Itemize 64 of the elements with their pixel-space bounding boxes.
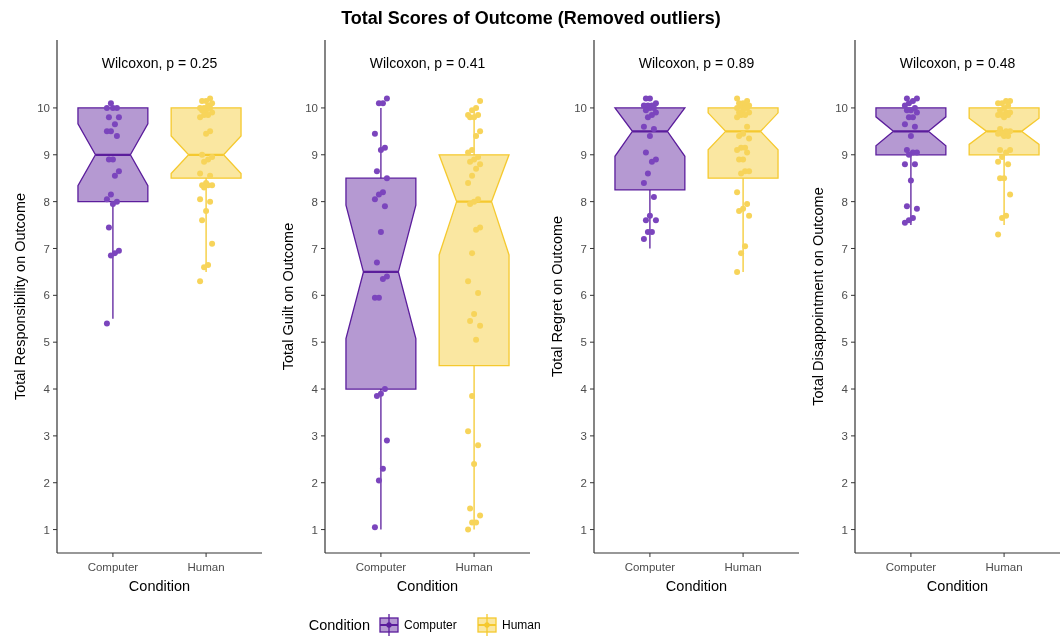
x-tick-label: Human <box>724 561 762 573</box>
y-tick-label: 2 <box>841 476 848 489</box>
annotation: Wilcoxon, p = 0.25 <box>101 55 218 71</box>
y-tick-label: 3 <box>311 429 318 442</box>
x-tick-label: Computer <box>87 561 139 573</box>
y-tick-label: 1 <box>311 523 318 536</box>
y-tick-label: 10 <box>835 101 848 114</box>
y-tick-label: 8 <box>580 195 587 208</box>
y-tick-label: 5 <box>841 336 848 349</box>
y-tick-label: 6 <box>841 289 848 302</box>
y-tick-label: 1 <box>841 523 848 536</box>
annotation: Wilcoxon, p = 0.41 <box>369 55 486 71</box>
y-tick-label: 10 <box>305 101 318 114</box>
y-tick-label: 10 <box>574 101 587 114</box>
y-tick-label: 2 <box>311 476 318 489</box>
y-tick-label: 8 <box>43 195 50 208</box>
y-tick-label: 8 <box>841 195 848 208</box>
y-tick-label: 3 <box>841 429 848 442</box>
y-tick-label: 9 <box>841 148 848 161</box>
x-axis-title: Condition <box>926 578 989 594</box>
y-tick-label: 5 <box>580 336 587 349</box>
y-tick-label: 3 <box>43 429 50 442</box>
y-tick-label: 1 <box>580 523 587 536</box>
annotation: Wilcoxon, p = 0.48 <box>899 55 1016 71</box>
y-tick-label: 9 <box>580 148 587 161</box>
y-tick-label: 8 <box>311 195 318 208</box>
x-axis-title: Condition <box>396 578 459 594</box>
y-tick-label: 2 <box>580 476 587 489</box>
y-tick-label: 4 <box>841 383 849 396</box>
y-tick-label: 3 <box>580 429 587 442</box>
y-tick-label: 6 <box>580 289 587 302</box>
y-tick-label: 2 <box>43 476 50 489</box>
y-tick-label: 7 <box>580 242 587 255</box>
x-tick-label: Human <box>187 561 225 573</box>
text: Total Scores of Outcome (Removed outliers) <box>341 8 721 28</box>
x-tick-label: Computer <box>624 561 676 573</box>
y-axis-title: Total Disappointment on Outcome <box>810 187 826 406</box>
y-axis-title: Total Responsibility on Outcome <box>12 192 28 401</box>
y-axis-title: Total Regret on Outcome <box>549 215 565 378</box>
y-axis-title: Total Guilt on Outcome <box>280 222 296 371</box>
legend-label: Computer <box>404 618 457 633</box>
y-tick-label: 6 <box>43 289 50 302</box>
legend-label: Human <box>502 618 541 633</box>
x-tick-label: Computer <box>355 561 407 573</box>
y-tick-label: 7 <box>311 242 318 255</box>
y-tick-label: 7 <box>841 242 848 255</box>
y-tick-label: 10 <box>37 101 50 114</box>
y-tick-label: 1 <box>43 523 50 536</box>
y-tick-label: 5 <box>43 336 50 349</box>
x-axis-title: Condition <box>128 578 191 594</box>
annotation: Wilcoxon, p = 0.89 <box>638 55 755 71</box>
y-tick-label: 4 <box>580 383 588 396</box>
y-tick-label: 9 <box>311 148 318 161</box>
x-tick-label: Human <box>985 561 1023 573</box>
y-tick-label: 5 <box>311 336 318 349</box>
x-tick-label: Human <box>455 561 493 573</box>
legend-title: Condition <box>308 617 370 634</box>
y-tick-label: 9 <box>43 148 50 161</box>
y-tick-label: 4 <box>311 383 319 396</box>
y-tick-label: 7 <box>43 242 50 255</box>
y-tick-label: 6 <box>311 289 318 302</box>
x-axis-title: Condition <box>665 578 728 594</box>
x-tick-label: Computer <box>885 561 937 573</box>
y-tick-label: 4 <box>43 383 51 396</box>
